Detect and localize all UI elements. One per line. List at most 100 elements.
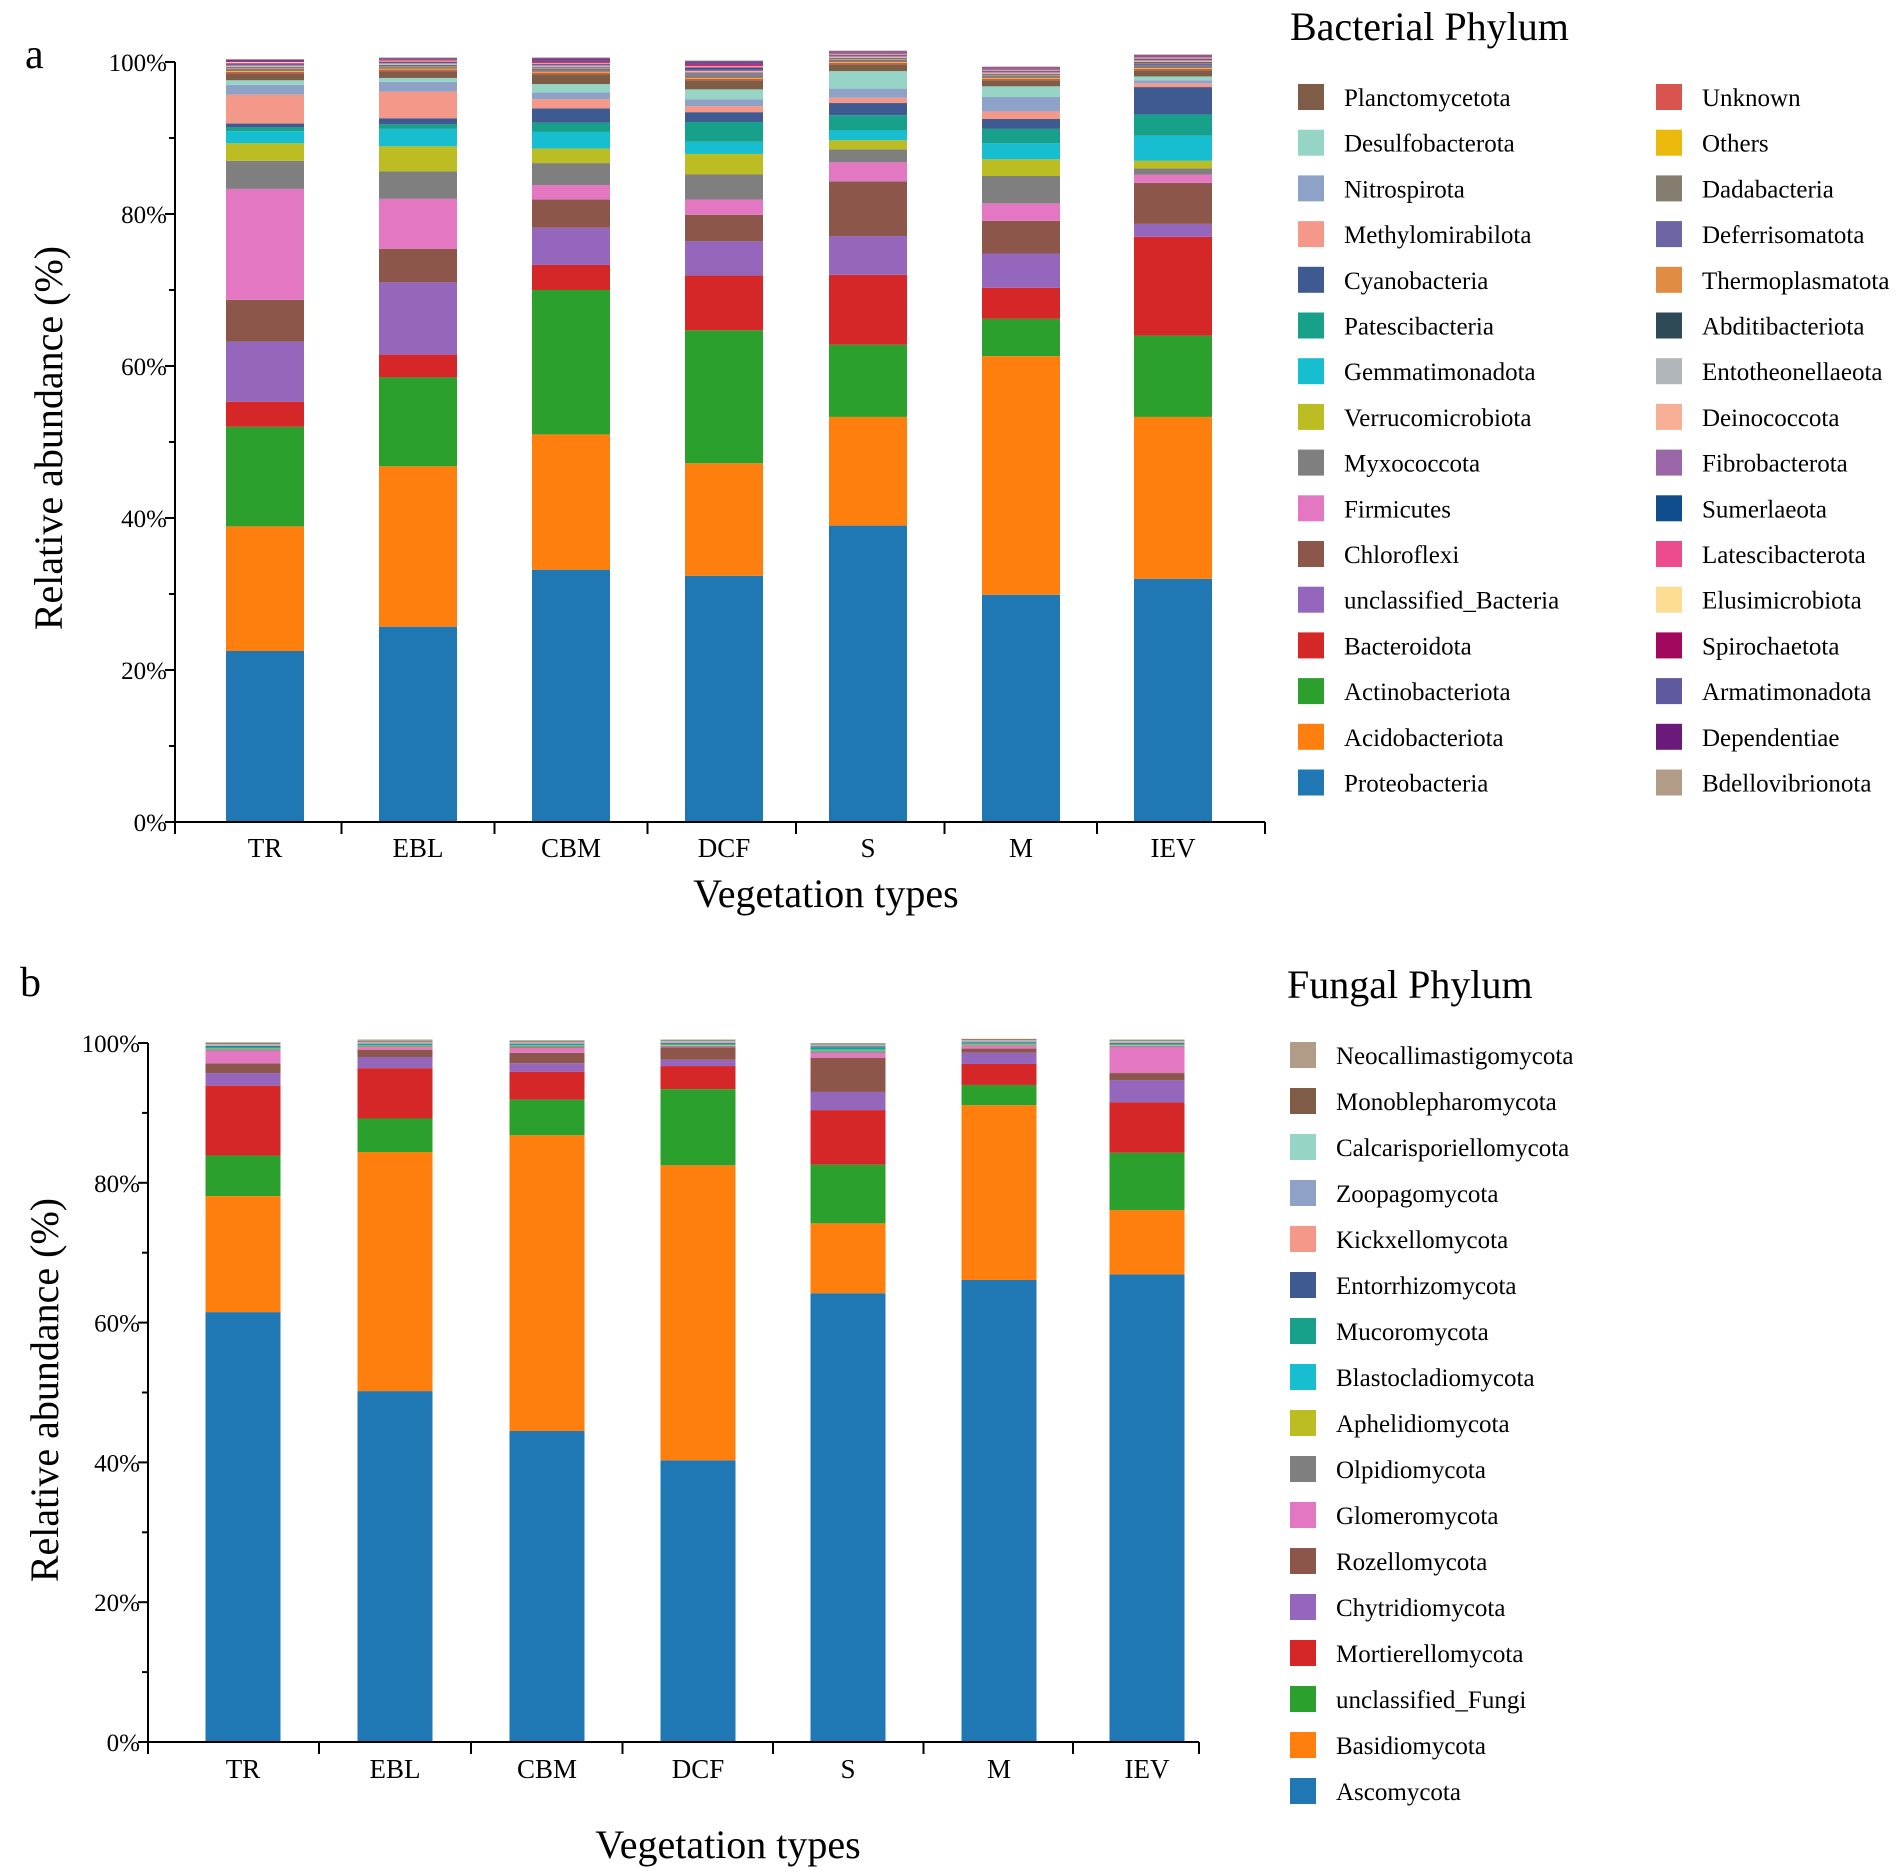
- bar-segment-m-dadabacteria: [982, 76, 1060, 78]
- legend-item-aphelidiomycota: Aphelidiomycota: [1290, 1410, 1510, 1438]
- bar-segment-tr-planctomycetota: [226, 73, 304, 81]
- bar-segment-cbm-dadabacteria: [532, 70, 610, 72]
- bar-segment-ebl-blastocladiomycota: [357, 1045, 433, 1046]
- bar-segment-dcf-unclassified-bacteria: [685, 241, 763, 276]
- legend-swatch: [1290, 1686, 1316, 1712]
- legend-item-cyanobacteria: Cyanobacteria: [1298, 266, 1488, 295]
- bar-segment-cbm-basidiomycota: [509, 1135, 585, 1431]
- x-tick-label-s: S: [840, 1754, 855, 1784]
- bar-segment-m-verrucomicrobiota: [982, 159, 1060, 176]
- legend-swatch: [1298, 632, 1324, 659]
- legend-item-entotheonellaeota: Entotheonellaeota: [1656, 358, 1882, 386]
- bar-segment-iev-zoopagomycota: [1109, 1041, 1185, 1043]
- legend-label: unclassified_Bacteria: [1344, 588, 1559, 615]
- legend-swatch: [1656, 723, 1682, 750]
- legend-label: Thermoplasmatota: [1702, 268, 1889, 295]
- legend-item-gemmatimonadota: Gemmatimonadota: [1298, 358, 1536, 386]
- bar-segment-iev-others: [1134, 68, 1212, 69]
- bar-segment-tr-gemmatimonadota: [226, 131, 304, 144]
- legend-item-armatimonadota: Armatimonadota: [1656, 678, 1871, 706]
- bar-segment-dcf-latescibacterota: [685, 66, 763, 69]
- bar-segment-ebl-chloroflexi: [379, 248, 457, 283]
- bar-segment-s-others: [829, 62, 907, 63]
- bar-segment-cbm-calcarisporiellomycota: [509, 1041, 585, 1043]
- bar-segment-iev-methylomirabilota: [1134, 83, 1212, 88]
- y-tick-label: 100%: [109, 50, 167, 77]
- bar-segment-iev-spirochaetota: [1134, 56, 1212, 58]
- bar-segment-tr-cyanobacteria: [226, 123, 304, 128]
- bar-segment-tr-chloroflexi: [226, 299, 304, 342]
- bar-segment-tr-unclassified-fungi: [205, 1155, 281, 1197]
- bar-segment-s-nitrospirota: [829, 88, 907, 98]
- bar-segment-s-proteobacteria: [829, 525, 907, 822]
- bar-segment-m-monoblepharomycota: [961, 1039, 1037, 1041]
- legend-item-olpidiomycota: Olpidiomycota: [1290, 1456, 1486, 1484]
- bar-segment-s-sumerlaeota: [829, 55, 907, 56]
- bar-segment-m-zoopagomycota: [961, 1040, 1037, 1042]
- legend-swatch: [1656, 84, 1682, 110]
- bar-segment-s-fibrobacterota: [829, 55, 907, 57]
- bar-segment-dcf-monoblepharomycota: [660, 1040, 736, 1041]
- legend-label: Desulfobacterota: [1344, 131, 1515, 158]
- bar-segment-m-calcarisporiellomycota: [961, 1040, 1037, 1041]
- bar-segment-s-glomeromycota: [810, 1052, 886, 1058]
- bar-segment-s-monoblepharomycota: [810, 1043, 886, 1045]
- bar-segment-s-verrucomicrobiota: [829, 140, 907, 150]
- bar-segment-dcf-actinobacteriota: [685, 330, 763, 464]
- bar-segment-tr-nitrospirota: [226, 84, 304, 95]
- legend-label: Bacteroidota: [1344, 633, 1472, 660]
- bar-segment-s-basidiomycota: [810, 1223, 886, 1294]
- legend-swatch: [1298, 678, 1324, 705]
- bar-segment-s-mortierellomycota: [810, 1110, 886, 1165]
- legend-item-sumerlaeota: Sumerlaeota: [1656, 495, 1827, 523]
- legend-label: Deinococcota: [1702, 405, 1839, 432]
- bar-segment-cbm-kickxellomycota: [509, 1043, 585, 1044]
- bar-segment-dcf-ascomycota: [660, 1460, 736, 1742]
- bar-segment-ebl-actinobacteriota: [379, 377, 457, 467]
- legend-label: Blastocladiomycota: [1336, 1365, 1535, 1392]
- bar-segment-tr-bdellovibrionota: [226, 58, 304, 60]
- bar-segment-s-spirochaetota: [829, 52, 907, 54]
- legend-label: Zoopagomycota: [1336, 1181, 1498, 1208]
- bar-segment-tr-calcarisporiellomycota: [205, 1043, 281, 1045]
- bar-segment-iev-patescibacteria: [1134, 114, 1212, 136]
- legend-swatch: [1290, 1364, 1316, 1390]
- bar-segment-tr-armatimonadota: [226, 60, 304, 62]
- bar-segment-tr-deferrisomatota: [226, 68, 304, 70]
- bar-segment-tr-olpidiomycota: [205, 1049, 281, 1051]
- y-tick-label: 60%: [121, 354, 167, 381]
- bar-segment-cbm-unknown: [532, 72, 610, 75]
- bar-segment-s-myxococcota: [829, 149, 907, 163]
- bar-segment-m-actinobacteriota: [982, 318, 1060, 357]
- x-tick-label-iev: IEV: [1151, 833, 1196, 863]
- legend-swatch: [1290, 1180, 1316, 1206]
- bar-segment-m-bdellovibrionota: [982, 66, 1060, 68]
- bar-segment-dcf-deinococcota: [685, 71, 763, 72]
- bar-segment-s-unclassified-fungi: [810, 1164, 886, 1224]
- bar-segment-cbm-deinococcota: [532, 65, 610, 67]
- bar-segment-ebl-myxococcota: [379, 171, 457, 199]
- bar-segment-iev-olpidiomycota: [1109, 1045, 1185, 1047]
- bar-segment-tr-aphelidiomycota: [205, 1048, 281, 1050]
- bar-segment-iev-planctomycetota: [1134, 70, 1212, 77]
- legend-label: Aphelidiomycota: [1336, 1411, 1510, 1438]
- bar-segment-tr-monoblepharomycota: [205, 1043, 281, 1044]
- panel-b-fungal-chart: b Fungal Phylum Vegetation types Relativ…: [20, 960, 1573, 1867]
- bar-segment-iev-rozellomycota: [1109, 1073, 1185, 1081]
- panel-a-bacterial-chart: a Bacterial Phylum Vegetation types Rela…: [25, 4, 1889, 916]
- bar-segment-s-dependentiae: [829, 51, 907, 53]
- bar-segment-s-rozellomycota: [810, 1057, 886, 1092]
- bar-segment-dcf-armatimonadota: [685, 62, 763, 65]
- bar-segment-m-planctomycetota: [982, 80, 1060, 87]
- legend-item-dadabacteria: Dadabacteria: [1656, 175, 1834, 203]
- legend-swatch: [1656, 312, 1682, 339]
- bar-segment-m-sumerlaeota: [982, 71, 1060, 72]
- bar-segment-dcf-deferrisomatota: [685, 74, 763, 76]
- legend-swatch: [1290, 1226, 1316, 1252]
- bar-segment-ebl-deferrisomatota: [379, 66, 457, 68]
- bar-segment-dcf-others: [685, 77, 763, 79]
- legend-label: Latescibacterota: [1702, 542, 1866, 569]
- bar-segment-ebl-cyanobacteria: [379, 118, 457, 125]
- legend-label: Fibrobacterota: [1702, 451, 1848, 478]
- legend-swatch: [1656, 541, 1682, 567]
